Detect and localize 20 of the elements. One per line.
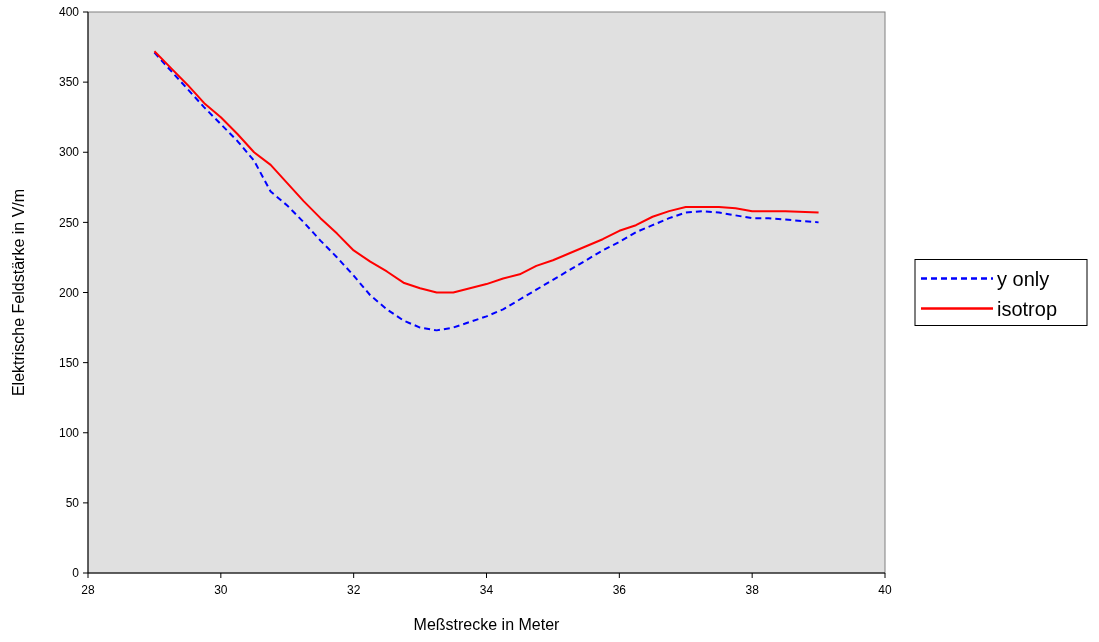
y-tick-label: 350: [58, 75, 80, 90]
x-tick-label: 38: [745, 583, 760, 597]
y-axis-title: Elektrische Feldstärke in V/m: [10, 188, 27, 397]
y-tick-label: 250: [58, 215, 80, 230]
y-tick-label: 200: [58, 285, 80, 300]
x-tick-label: 34: [479, 583, 494, 597]
y-tick-label: 150: [58, 355, 80, 370]
x-tick-label: 32: [346, 583, 361, 597]
y-tick-label: 300: [58, 145, 80, 160]
y-tick-label: 400: [58, 5, 80, 20]
x-tick-label: 36: [612, 583, 627, 597]
legend-label: y only: [997, 267, 1050, 290]
legend-label: isotrop: [997, 297, 1058, 320]
x-tick-label: 28: [81, 583, 95, 597]
y-tick-label: 0: [72, 566, 80, 581]
y-tick-label: 50: [65, 496, 80, 511]
y-tick-label: 100: [58, 425, 80, 440]
x-axis-title: Meßstrecke in Meter: [413, 616, 561, 633]
x-tick-label: 40: [878, 583, 892, 597]
x-tick-label: 30: [214, 583, 228, 597]
